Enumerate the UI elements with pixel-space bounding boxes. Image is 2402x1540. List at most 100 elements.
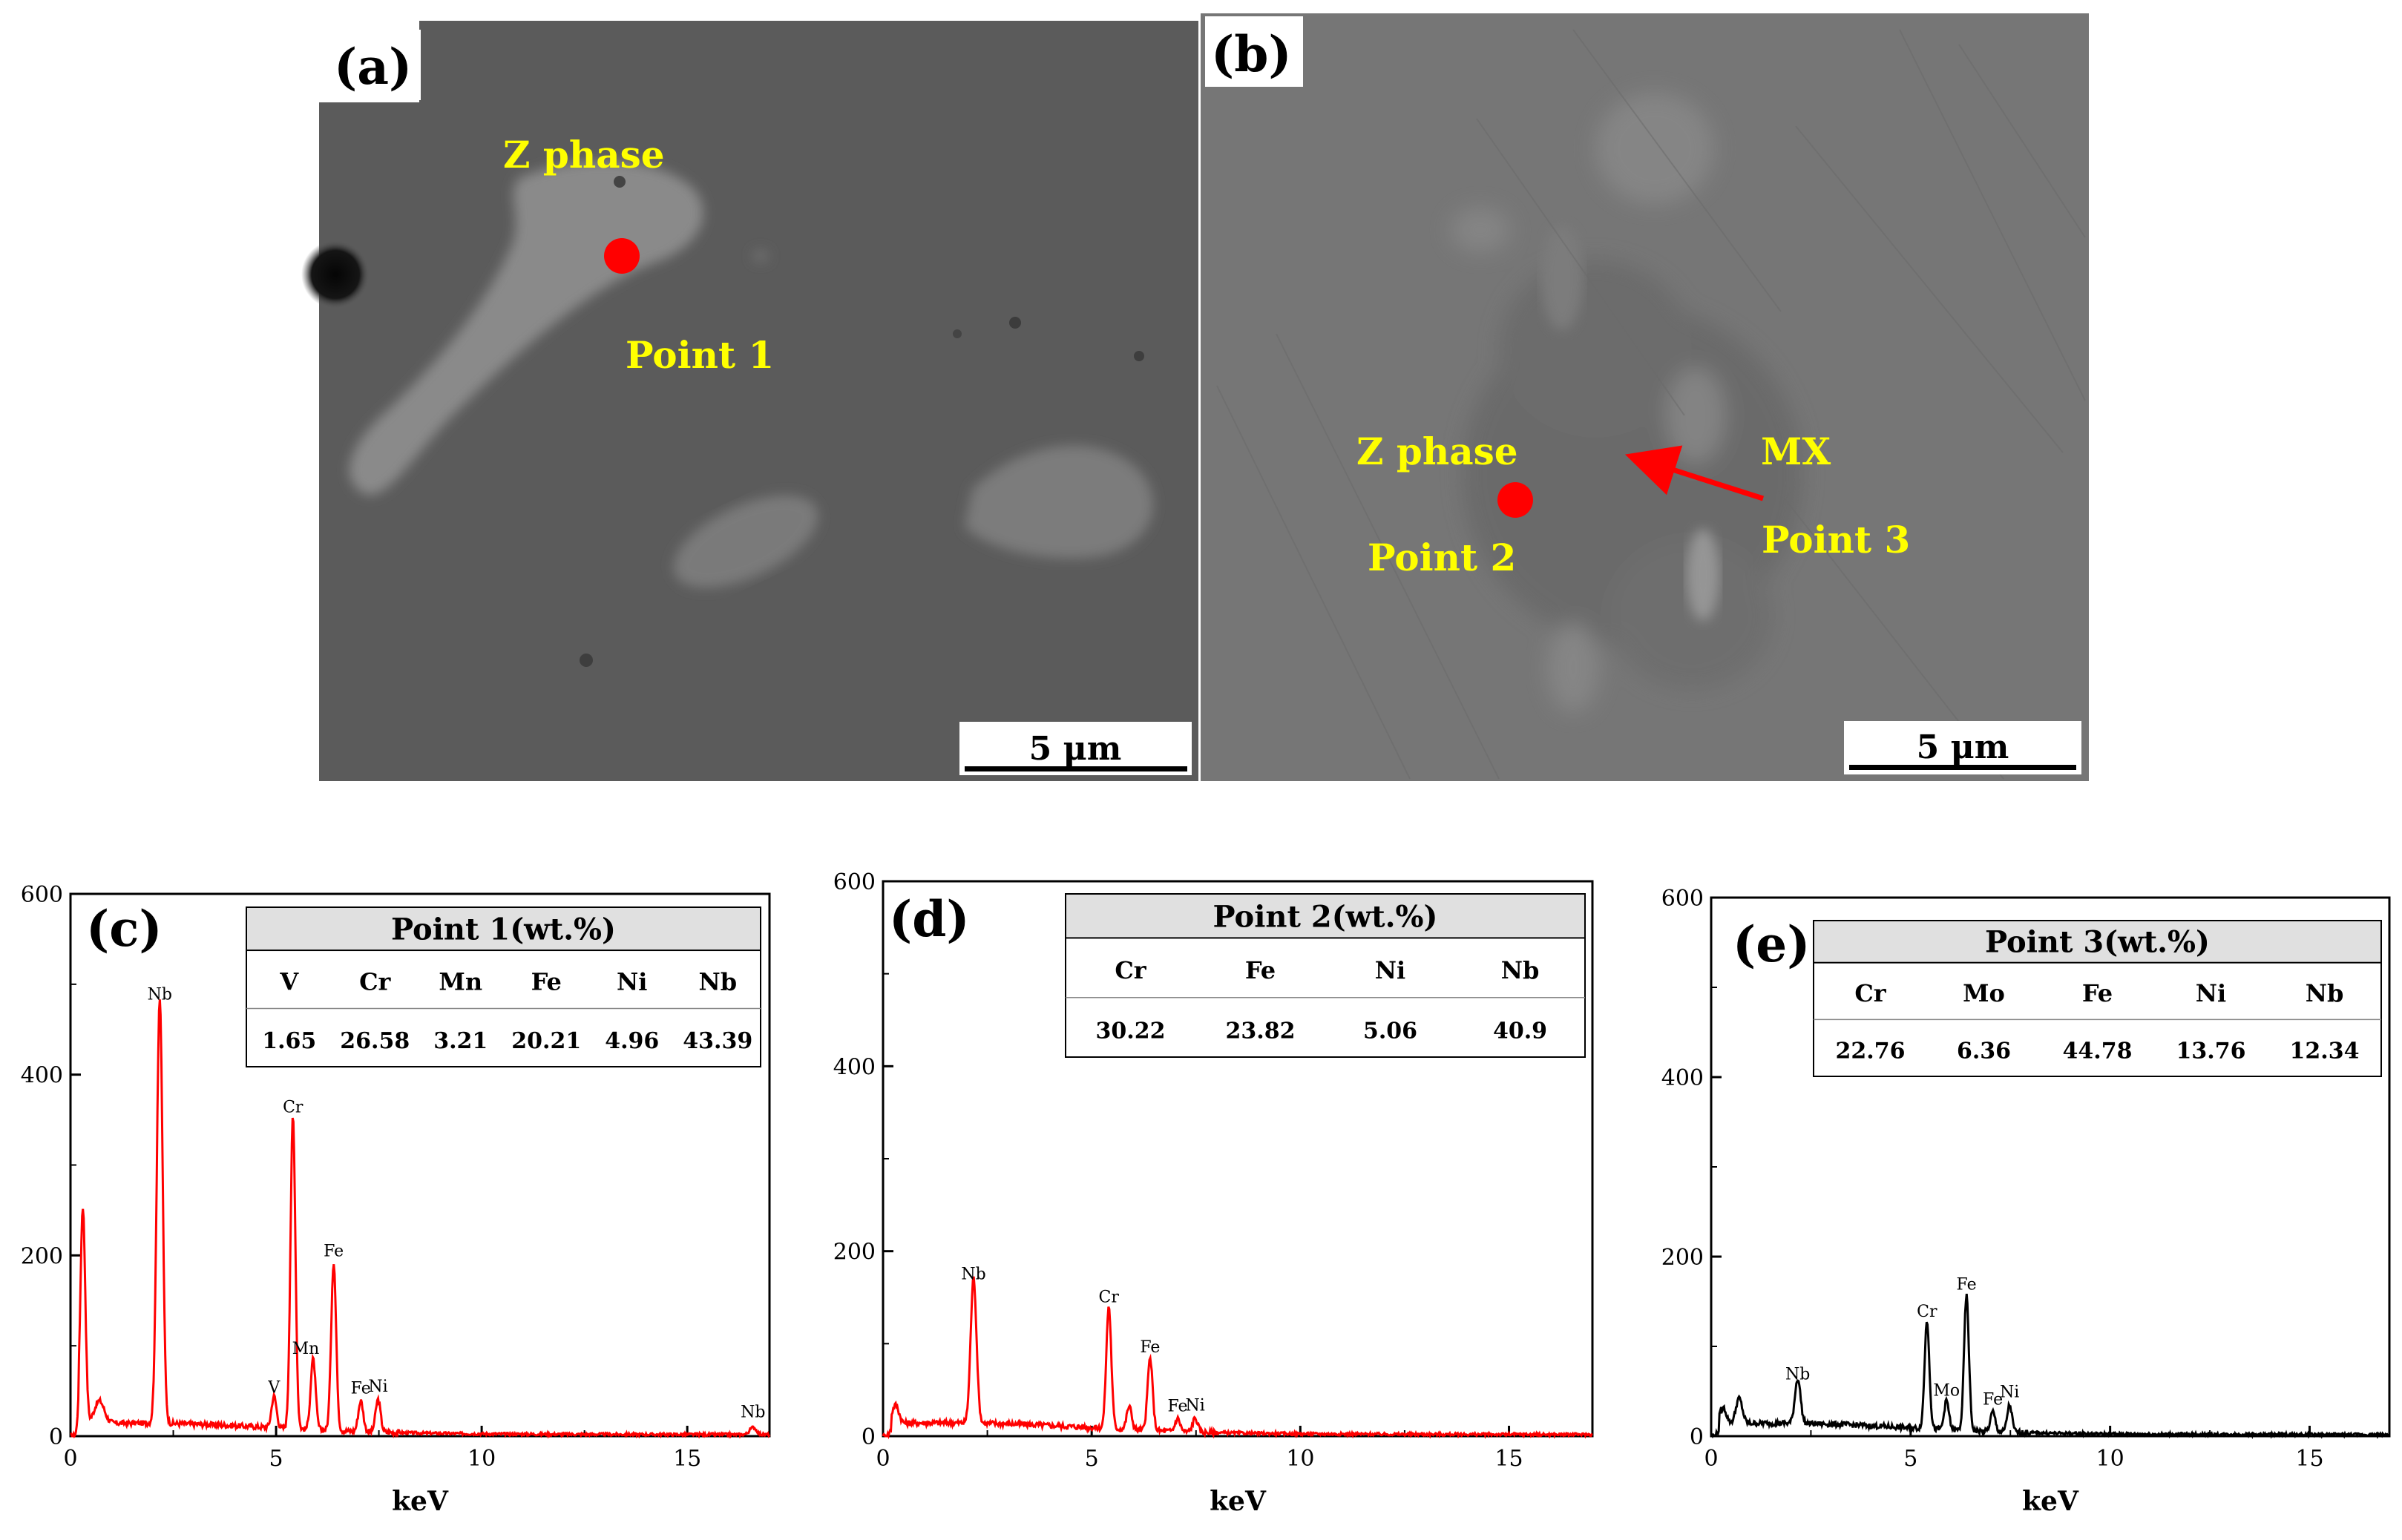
peak-label: Nb <box>1785 1366 1810 1384</box>
x-tick-label: 0 <box>876 1446 890 1472</box>
table-header-cell: Nb <box>698 967 737 996</box>
peak-label: Ni <box>368 1378 387 1396</box>
table-header-cell: Ni <box>2196 979 2226 1007</box>
annotation-point-3: Point 3 <box>1762 518 1910 562</box>
peak-label: Ni <box>2000 1383 2019 1402</box>
peak-label: Fe <box>324 1242 344 1260</box>
scale-bar-label-b: 5 μm <box>1917 728 2009 766</box>
y-tick-label: 200 <box>21 1243 63 1269</box>
composition-table: Point 2(wt.%) Cr 30.22 Fe 23.82 Ni 5.06 Nb 40.9 <box>1065 893 1586 1058</box>
table-value-cell: 6.36 <box>1957 1038 2011 1064</box>
table-title-cell <box>1813 920 2382 964</box>
annotation-point-1: Point 1 <box>626 333 774 377</box>
peak-label: Nb <box>148 985 172 1004</box>
panel-letter-a: (a) <box>334 38 412 96</box>
table-title: Point 3(wt.%) <box>1985 925 2210 960</box>
annotation-mx: MX <box>1761 430 1831 473</box>
x-tick-label: 10 <box>467 1446 496 1472</box>
table-header-cell: Mn <box>439 967 482 996</box>
x-tick-label: 5 <box>269 1446 283 1472</box>
table-header-cell: Nb <box>1501 956 1540 984</box>
scratch-lines <box>1216 29 2086 780</box>
table-title: Point 2(wt.%) <box>1213 900 1438 935</box>
x-axis-title: keV <box>2022 1486 2079 1517</box>
panel-letter: (c) <box>86 900 163 958</box>
peak-label: Mn <box>292 1340 320 1358</box>
scale-bar-a <box>965 766 1187 771</box>
table-value-cell: 40.9 <box>1493 1018 1547 1044</box>
x-tick-label: 0 <box>1704 1446 1718 1472</box>
spectrum-line <box>1710 1293 2390 1440</box>
peak-label: Cr <box>1099 1288 1120 1306</box>
panel-letter: (d) <box>889 890 970 948</box>
y-tick-label: 200 <box>1661 1245 1704 1271</box>
y-tick-label: 200 <box>833 1240 876 1266</box>
table-title-cell <box>246 906 761 952</box>
scale-bar-b <box>1849 765 2076 770</box>
table-value-cell: 20.21 <box>511 1028 581 1054</box>
table-header-cell: Fe <box>1245 956 1276 984</box>
composition-table: Point 3(wt.%) Cr 22.76 Mo 6.36 Fe 44.78 Ni 13.76… <box>1813 920 2382 1077</box>
y-tick-label: 600 <box>833 869 876 895</box>
annotation-point-2: Point 2 <box>1368 536 1516 579</box>
table-value-cell: 1.65 <box>262 1028 316 1054</box>
table-value-cell: 13.76 <box>2176 1038 2246 1064</box>
peak-label: V <box>267 1378 280 1397</box>
scale-bar-label-a: 5 μm <box>1029 730 1122 768</box>
table-header-cell: Fe <box>531 967 562 996</box>
spectrum-line <box>882 1276 1593 1440</box>
table-value-cell: 5.06 <box>1363 1018 1417 1044</box>
table-header-cell: Cr <box>1115 956 1146 984</box>
table-header-cell: Cr <box>1854 979 1886 1007</box>
table-value-cell: 22.76 <box>1836 1038 1906 1064</box>
panel-letter-b: (b) <box>1211 25 1292 83</box>
x-tick-label: 15 <box>1494 1446 1523 1472</box>
x-tick-label: 15 <box>673 1446 701 1472</box>
y-tick-label: 0 <box>862 1424 876 1450</box>
y-tick-label: 400 <box>833 1054 876 1080</box>
x-axis-title: keV <box>1210 1486 1267 1517</box>
pore <box>301 240 370 309</box>
point-1-marker <box>604 238 640 274</box>
peak-label: Nb <box>961 1265 985 1283</box>
table-header-cell: Nb <box>2306 979 2344 1007</box>
table-value-cell: 30.22 <box>1096 1018 1166 1044</box>
table-header-cell: Ni <box>1375 956 1405 984</box>
x-tick-label: 5 <box>1903 1446 1917 1472</box>
table-header-cell: Ni <box>617 967 647 996</box>
y-tick-label: 600 <box>1661 886 1704 912</box>
peak-label: Ni <box>1185 1396 1204 1415</box>
y-tick-label: 0 <box>1690 1424 1704 1450</box>
peak-label: Mo <box>1933 1381 1960 1400</box>
peak-label: Fe <box>351 1380 371 1398</box>
x-tick-label: 5 <box>1085 1446 1099 1472</box>
table-title-cell <box>1065 893 1586 939</box>
table-header-cell: Mo <box>1963 979 2005 1007</box>
y-tick-label: 400 <box>21 1063 63 1089</box>
annotation-z-phase-a: Z phase <box>503 133 665 177</box>
mx-arrow <box>1624 445 1765 501</box>
peak-label: Fe <box>1140 1338 1160 1357</box>
mx-particle <box>1687 529 1719 621</box>
sem-panel-b: (b) Z phase Point 2 MX Point 3 5 μm <box>1201 13 2089 781</box>
peak-label: Fe <box>1167 1398 1187 1416</box>
peak-label: Cr <box>1917 1303 1937 1321</box>
composition-table: Point 1(wt.%) V 1.65 Cr 26.58 Mn 3.21 Fe 20.21 Ni… <box>246 906 761 1067</box>
table-header-cell: Fe <box>2082 979 2113 1007</box>
table-value-cell: 44.78 <box>2063 1038 2133 1064</box>
peak-label: Fe <box>1983 1390 2003 1409</box>
panel-letter: (e) <box>1733 915 1810 973</box>
annotation-z-phase-b: Z phase <box>1356 430 1518 473</box>
y-tick-label: 600 <box>21 882 63 908</box>
table-header-cell: V <box>279 967 299 996</box>
table-value-cell: 43.39 <box>683 1028 752 1054</box>
table-value-cell: 12.34 <box>2290 1038 2360 1064</box>
x-tick-label: 10 <box>2096 1446 2124 1472</box>
sem-panel-a: (a) Z phase Point 1 5 μm <box>301 21 1198 781</box>
y-tick-label: 0 <box>49 1424 63 1450</box>
table-value-cell: 4.96 <box>605 1028 659 1054</box>
table-header-cell: Cr <box>359 967 391 996</box>
x-tick-label: 10 <box>1286 1446 1314 1472</box>
